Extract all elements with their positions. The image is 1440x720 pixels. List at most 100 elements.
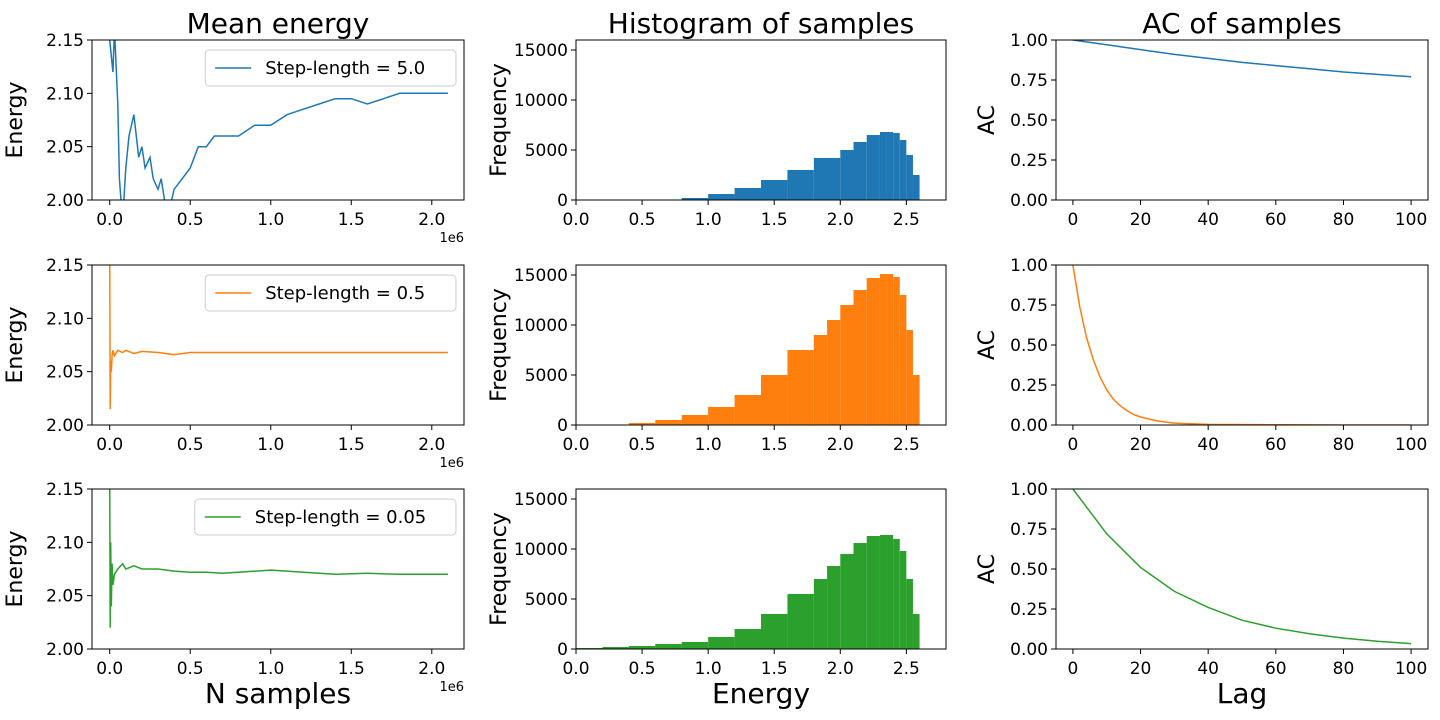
x-tick-label: 80: [1333, 659, 1355, 679]
subplot-3-1: 0.0 0.5 1.0 1.5 2.0 2.00 2.05 2.10 2.15 1e6 Energy…: [3, 480, 465, 710]
subplot-3-3: 0 20 40 60 80 100 0.00 0.25 0.50 0.75 1.00 AC Lag: [975, 480, 1429, 710]
x-tick-label: 0.5: [629, 435, 656, 455]
x-tick-label: 1.0: [257, 435, 284, 455]
legend: Step-length = 0.05: [194, 498, 457, 536]
axes-frame: [91, 264, 465, 426]
x-axis-label: Lag: [1217, 677, 1268, 710]
histogram-bars: [576, 535, 920, 649]
histogram-bar: [827, 320, 841, 425]
histogram-bar: [906, 155, 913, 200]
histogram-bars: [628, 274, 920, 425]
histogram-bar: [886, 535, 894, 649]
x-tick-label: 0.5: [177, 210, 204, 230]
y-tick-label: 0.50: [1010, 111, 1048, 131]
x-tick-label: 2.0: [827, 659, 854, 679]
x-tick-label: 2.0: [827, 210, 854, 230]
x-tick-label: 1.0: [257, 659, 284, 679]
legend: Step-length = 5.0: [204, 49, 457, 87]
x-tick-label: 1.0: [695, 435, 722, 455]
histogram-bar: [879, 535, 887, 649]
subplot-1-2: 0.0 0.5 1.0 1.5 2.0 2.5 0 5000 10000 15000Frequen…: [487, 7, 947, 230]
y-tick-label: 1.00: [1010, 256, 1048, 276]
x-tick-label: 0.0: [96, 659, 123, 679]
legend-box: [204, 49, 457, 87]
histogram-bar: [628, 646, 656, 649]
series-line: [1072, 40, 1412, 78]
y-tick-label: 2.10: [46, 533, 84, 553]
histogram-bar: [761, 614, 788, 649]
y-tick-label: 2.05: [46, 363, 84, 383]
y-tick-label: 15000: [514, 41, 568, 61]
y-tick-label: 0.25: [1010, 376, 1048, 396]
histogram-bars: [642, 132, 920, 200]
x-tick-label: 1.0: [695, 659, 722, 679]
y-tick-label: 1.00: [1010, 480, 1048, 500]
x-tick-label: 0.0: [96, 435, 123, 455]
histogram-bar: [866, 278, 880, 425]
x-tick-label: 40: [1197, 435, 1219, 455]
x-axis-label: Energy: [712, 677, 810, 710]
x-tick-label: 100: [1395, 435, 1427, 455]
y-axis-label: AC: [975, 554, 1000, 584]
histogram-bar: [866, 536, 880, 649]
histogram-bar: [879, 274, 887, 425]
histogram-bar: [853, 142, 867, 200]
histogram-bar: [899, 140, 907, 200]
subplot-title: AC of samples: [1142, 7, 1341, 40]
x-tick-label: 100: [1395, 659, 1427, 679]
y-tick-label: 2.10: [46, 84, 84, 104]
axes-frame: [575, 39, 947, 201]
histogram-bar: [840, 150, 854, 200]
histogram-bar: [886, 274, 894, 425]
x-tick-label: 0.0: [96, 210, 123, 230]
x-tick-label: 80: [1333, 435, 1355, 455]
y-axis-label: Frequency: [487, 512, 512, 626]
y-axis-label: Frequency: [487, 288, 512, 402]
axes-frame: [91, 488, 465, 650]
subplot-1-1: 0.0 0.5 1.0 1.5 2.0 2.00 2.05 2.10 2.15 1e6 Energy…: [3, 7, 465, 246]
legend-label: Step-length = 0.5: [265, 283, 425, 304]
x-tick-label: 0.0: [562, 210, 589, 230]
x-tick-label: 0.0: [562, 659, 589, 679]
histogram-bar: [761, 375, 788, 425]
x-tick-label: 2.5: [893, 435, 920, 455]
x-offset-label: 1e6: [439, 231, 464, 246]
x-tick-label: 1.5: [761, 210, 788, 230]
x-tick-label: 0.0: [562, 435, 589, 455]
x-tick-label: 60: [1265, 210, 1287, 230]
histogram-bar: [813, 335, 828, 425]
x-tick-label: 20: [1130, 210, 1152, 230]
x-tick-label: 1.5: [338, 210, 365, 230]
y-tick-label: 5000: [525, 141, 568, 161]
x-tick-label: 1.5: [761, 435, 788, 455]
y-tick-label: 2.15: [46, 256, 84, 276]
x-tick-label: 20: [1130, 435, 1152, 455]
axes-frame: [91, 39, 465, 201]
x-tick-label: 60: [1265, 435, 1287, 455]
x-tick-label: 2.0: [418, 435, 445, 455]
y-axis-label: Frequency: [487, 63, 512, 177]
histogram-bar: [906, 330, 913, 425]
x-tick-label: 2.5: [893, 210, 920, 230]
x-tick-label: 2.0: [418, 659, 445, 679]
legend: Step-length = 0.5: [204, 274, 457, 312]
y-tick-label: 1.00: [1010, 31, 1048, 51]
histogram-bar: [813, 158, 841, 200]
y-tick-label: 0.50: [1010, 336, 1048, 356]
histogram-bar: [602, 647, 629, 649]
y-tick-label: 10000: [514, 316, 568, 336]
y-tick-label: 2.00: [46, 416, 84, 436]
x-tick-label: 1.5: [338, 659, 365, 679]
x-tick-label: 0.5: [629, 659, 656, 679]
y-tick-label: 0.00: [1010, 191, 1048, 211]
axes-frame: [1055, 488, 1429, 650]
legend-label: Step-length = 0.05: [255, 507, 426, 528]
histogram-bar: [681, 198, 709, 200]
y-tick-label: 10000: [514, 540, 568, 560]
histogram-bar: [899, 551, 907, 649]
histogram-bar: [761, 180, 788, 200]
y-tick-label: 5000: [525, 366, 568, 386]
x-tick-label: 0.5: [177, 659, 204, 679]
x-tick-label: 0.5: [177, 435, 204, 455]
